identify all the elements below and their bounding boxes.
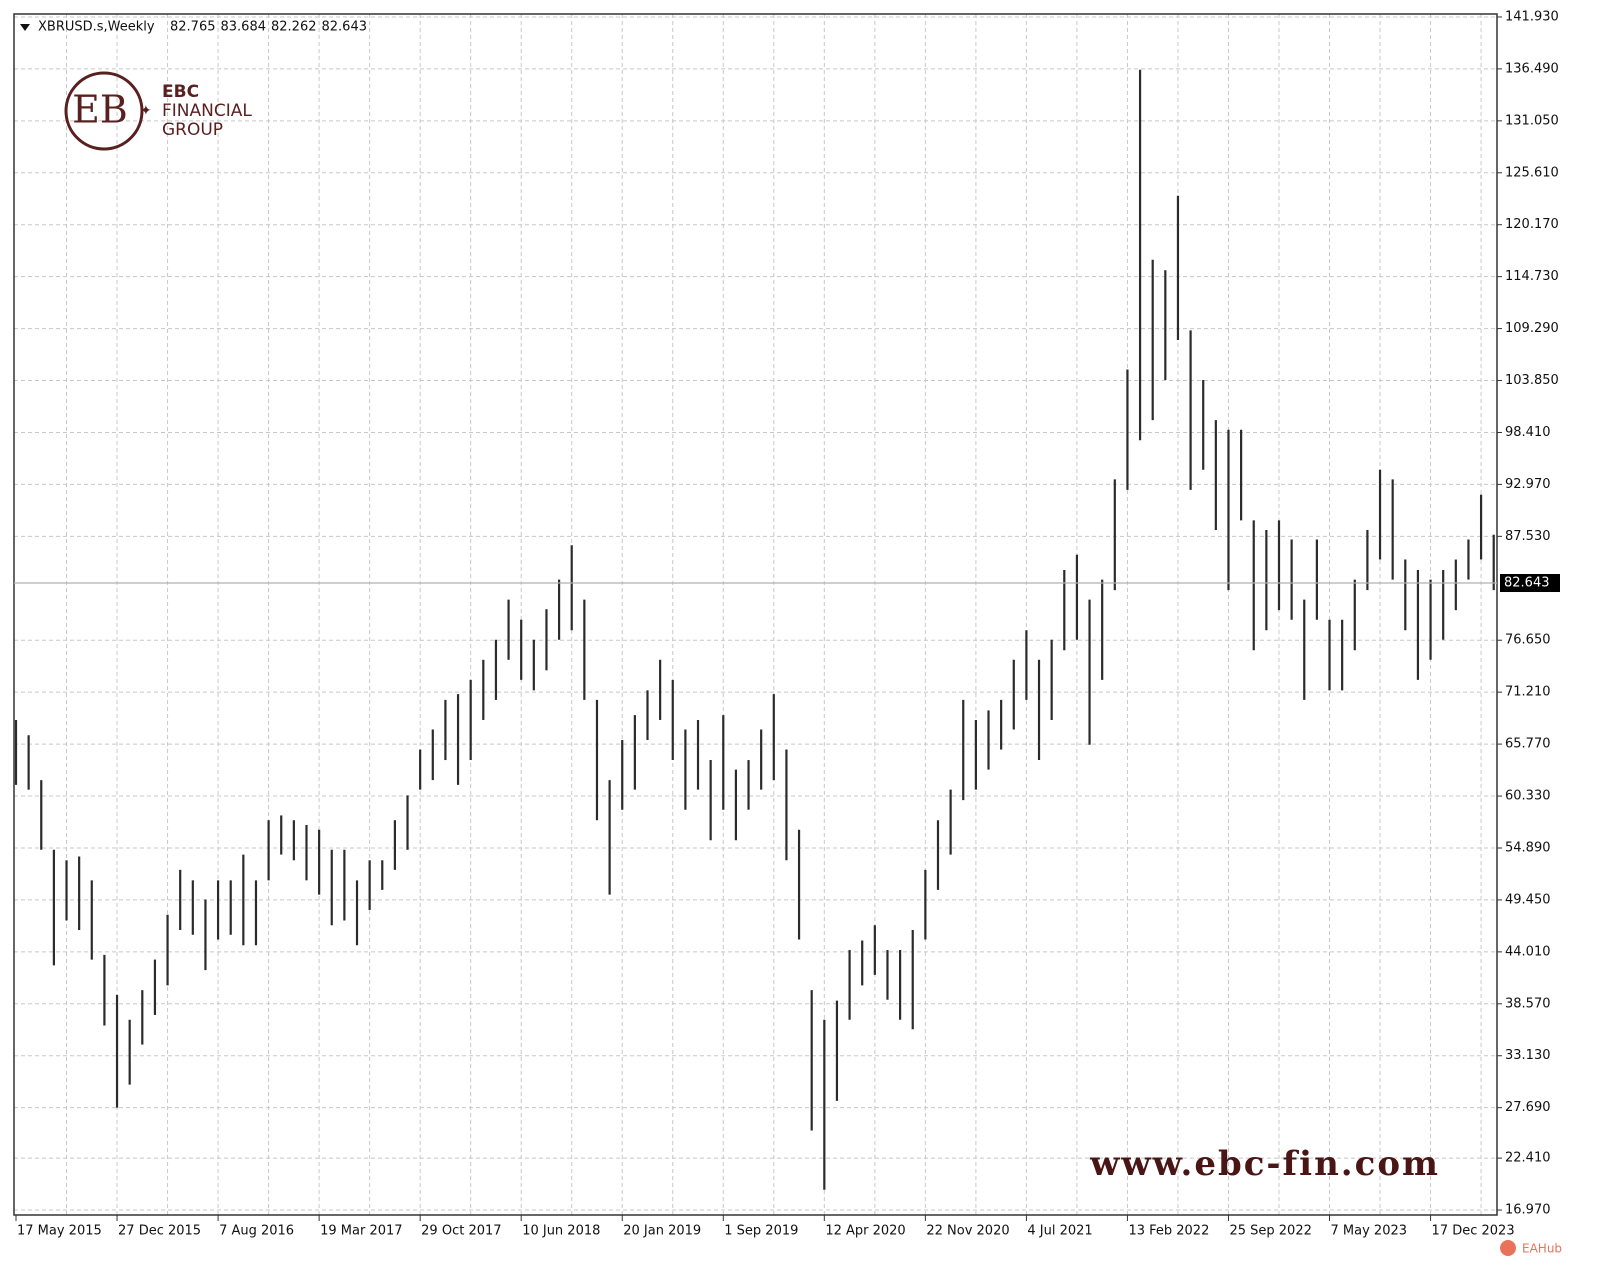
y-tick-label: 92.970	[1505, 477, 1551, 492]
header-values: 82.765 83.684 82.262 82.643	[170, 20, 367, 35]
bars	[14, 69, 1495, 1190]
y-tick-label: 125.610	[1505, 165, 1559, 180]
last-price-box	[1500, 574, 1560, 593]
x-tick-label: 12 Apr 2020	[825, 1224, 905, 1239]
plot-frame	[13, 13, 1498, 1216]
y-tick-label: 60.330	[1505, 789, 1551, 804]
y-tick-label: 38.570	[1505, 996, 1551, 1011]
badge-icon	[1500, 1240, 1516, 1256]
y-tick-label: 98.410	[1505, 425, 1551, 440]
y-tick-label: 87.530	[1505, 529, 1551, 544]
x-tick-label: 25 Sep 2022	[1229, 1224, 1311, 1239]
y-tick-label: 103.850	[1505, 373, 1559, 388]
y-tick-label: 131.050	[1505, 113, 1559, 128]
y-tick-label: 120.170	[1505, 217, 1559, 232]
header-value: 83.684	[221, 20, 267, 35]
collapse-arrow	[20, 24, 30, 31]
x-tick-label: 17 Dec 2023	[1432, 1224, 1515, 1239]
x-tick-label: 7 Aug 2016	[219, 1224, 294, 1239]
y-tick-label: 76.650	[1505, 633, 1551, 648]
y-tick-label: 54.890	[1505, 840, 1551, 855]
x-tick-label: 10 Jun 2018	[522, 1224, 600, 1239]
y-tick-label: 22.410	[1505, 1151, 1551, 1166]
watermark: www.ebc-fin.com	[1089, 1144, 1440, 1184]
header-value: 82.262	[271, 20, 317, 35]
x-tick-label: 27 Dec 2015	[118, 1224, 201, 1239]
grid	[14, 14, 1497, 1215]
x-tick-label: 1 Sep 2019	[724, 1224, 798, 1239]
y-tick-label: 109.290	[1505, 321, 1559, 336]
x-tick-label: 13 Feb 2022	[1128, 1224, 1209, 1239]
y-tick-label: 136.490	[1505, 61, 1559, 76]
y-tick-label: 44.010	[1505, 944, 1551, 959]
logo-ring	[64, 71, 144, 151]
logo-line: FINANCIAL	[162, 101, 252, 121]
x-tick-label: 4 Jul 2021	[1027, 1224, 1092, 1239]
y-tick-label: 27.690	[1505, 1100, 1551, 1115]
logo-mark: EB	[72, 88, 128, 132]
header-value: 82.765	[170, 20, 216, 35]
last-price-label: 82.643	[1504, 576, 1550, 591]
x-tick-label: 19 Mar 2017	[320, 1224, 402, 1239]
y-tick-label: 16.970	[1505, 1203, 1551, 1218]
y-tick-label: 141.930	[1505, 9, 1559, 24]
logo-line: GROUP	[162, 120, 223, 140]
logo: EB ✦ EBC FINANCIAL GROUP	[64, 71, 252, 151]
y-tick-label: 71.210	[1505, 685, 1551, 700]
y-tick-label: 49.450	[1505, 892, 1551, 907]
x-tick-label: 29 Oct 2017	[421, 1224, 501, 1239]
x-tick-label: 20 Jan 2019	[623, 1224, 701, 1239]
badge: EAHub	[1522, 1242, 1562, 1256]
y-tick-label: 114.730	[1505, 269, 1559, 284]
x-tick-label: 22 Nov 2020	[926, 1224, 1009, 1239]
x-tick-label: 7 May 2023	[1331, 1224, 1408, 1239]
y-tick-label: 65.770	[1505, 737, 1551, 752]
symbol: XBRUSD.s,Weekly	[38, 20, 155, 35]
logo-name: EBC	[162, 82, 199, 102]
x-tick-label: 17 May 2015	[17, 1224, 102, 1239]
header-value: 82.643	[322, 20, 368, 35]
logo-star: ✦	[140, 103, 152, 119]
y-tick-label: 33.130	[1505, 1048, 1551, 1063]
